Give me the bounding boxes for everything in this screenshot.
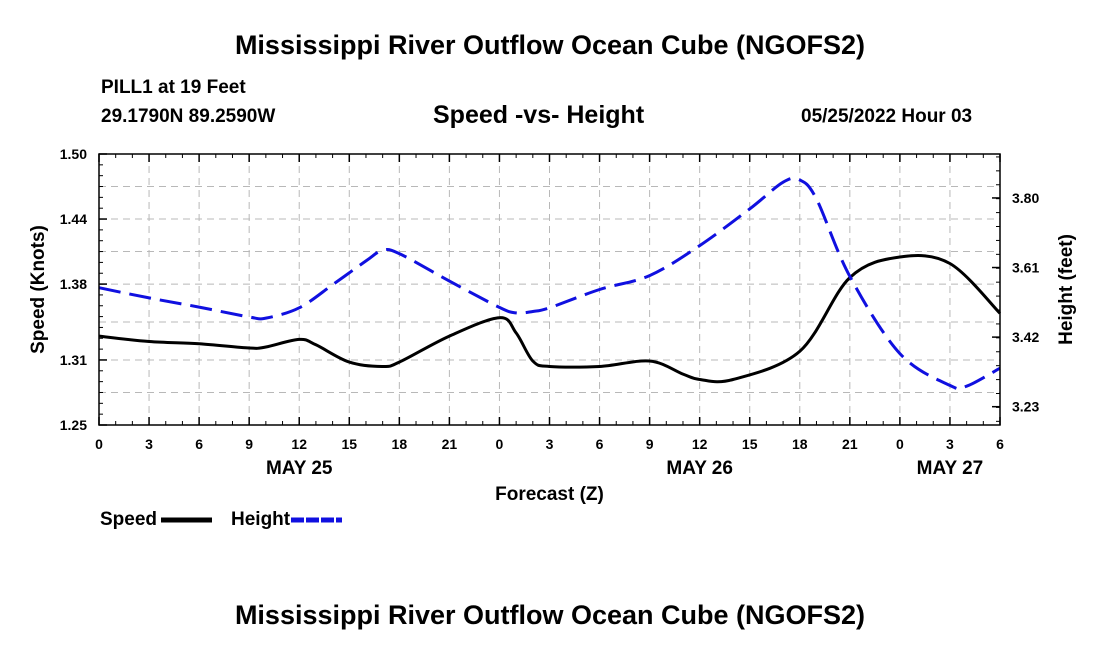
x-tick-label: 3 [946, 436, 954, 452]
legend-label-speed: Speed [100, 509, 157, 530]
date-label: MAY 26 [666, 458, 733, 479]
ticks-layer: 0 3 6 9 12 15 18 21 0 3 6 9 12 15 18 21 0 3 6 MAY 25 MAY 26 M… [60, 146, 1040, 479]
height-series-line [98, 176, 1001, 391]
y-axis-title: Speed (Knots) [28, 225, 49, 354]
legend-label-height: Height [231, 509, 291, 530]
x-tick-label: 6 [195, 436, 203, 452]
x-tick-label: 0 [896, 436, 904, 452]
date-label: MAY 25 [266, 458, 333, 479]
x-tick-label: 18 [392, 436, 408, 452]
x-tick-label: 6 [596, 436, 604, 452]
y-tick-label: 1.31 [60, 352, 87, 368]
x-tick-label: 6 [996, 436, 1004, 452]
station-label: PILL1 at 19 Feet [101, 77, 246, 98]
x-tick-label: 9 [245, 436, 253, 452]
x-tick-label: 0 [496, 436, 504, 452]
forecast-run-time: 05/25/2022 Hour 03 [801, 106, 973, 127]
y-tick-label: 1.44 [60, 211, 87, 227]
station-coordinates: 29.1790N 89.2590W [101, 106, 276, 127]
main-title: Mississippi River Outflow Ocean Cube (NG… [234, 30, 866, 60]
y2-tick-label: 3.23 [1012, 399, 1039, 415]
x-axis-title: Forecast (Z) [495, 484, 604, 505]
y-tick-label: 1.25 [60, 417, 87, 433]
x-tick-label: 3 [145, 436, 153, 452]
grid [99, 154, 1000, 425]
x-tick-label: 18 [792, 436, 808, 452]
x-tick-label: 12 [692, 436, 708, 452]
y-tick-label: 1.50 [60, 146, 87, 162]
y2-tick-label: 3.61 [1012, 260, 1039, 276]
y2-tick-label: 3.80 [1012, 190, 1039, 206]
x-tick-label: 3 [546, 436, 554, 452]
x-tick-label: 0 [95, 436, 103, 452]
legend: Speed Height [100, 509, 342, 530]
x-tick-label: 9 [646, 436, 654, 452]
date-label: MAY 27 [917, 458, 984, 479]
series-layer [98, 176, 1002, 391]
x-tick-label: 21 [442, 436, 458, 452]
x-tick-label: 15 [742, 436, 758, 452]
x-tick-label: 12 [291, 436, 307, 452]
x-tick-label: 21 [842, 436, 858, 452]
speed-series-line [98, 254, 1002, 384]
y-tick-label: 1.38 [60, 276, 87, 292]
chart-subtitle: Speed -vs- Height [433, 101, 645, 129]
x-tick-label: 15 [341, 436, 357, 452]
footer-title: Mississippi River Outflow Ocean Cube (NG… [234, 600, 866, 630]
y2-tick-label: 3.42 [1012, 329, 1039, 345]
y2-axis-title: Height (feet) [1056, 234, 1077, 345]
